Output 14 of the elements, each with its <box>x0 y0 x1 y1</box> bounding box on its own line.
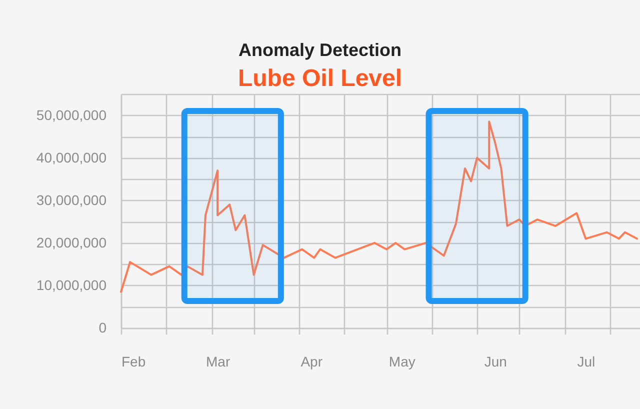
chart-subtitle: Lube Oil Level <box>238 65 402 92</box>
x-tick-label: Feb <box>122 354 146 370</box>
y-tick-label: 20,000,000 <box>36 234 107 250</box>
x-tick-label: Jun <box>484 354 507 370</box>
y-tick-label: 0 <box>98 320 107 336</box>
y-tick-label: 40,000,000 <box>36 149 107 166</box>
x-tick-label: Jul <box>577 354 596 370</box>
y-tick-label: 10,000,000 <box>36 276 107 293</box>
chart-title: Anomaly Detection <box>238 40 402 60</box>
y-tick-label: 30,000,000 <box>36 192 107 208</box>
x-tick-label: Mar <box>206 354 230 370</box>
y-tick-label: 50,000,000 <box>36 106 107 123</box>
x-tick-label: Apr <box>300 354 323 370</box>
x-tick-label: May <box>388 354 416 370</box>
